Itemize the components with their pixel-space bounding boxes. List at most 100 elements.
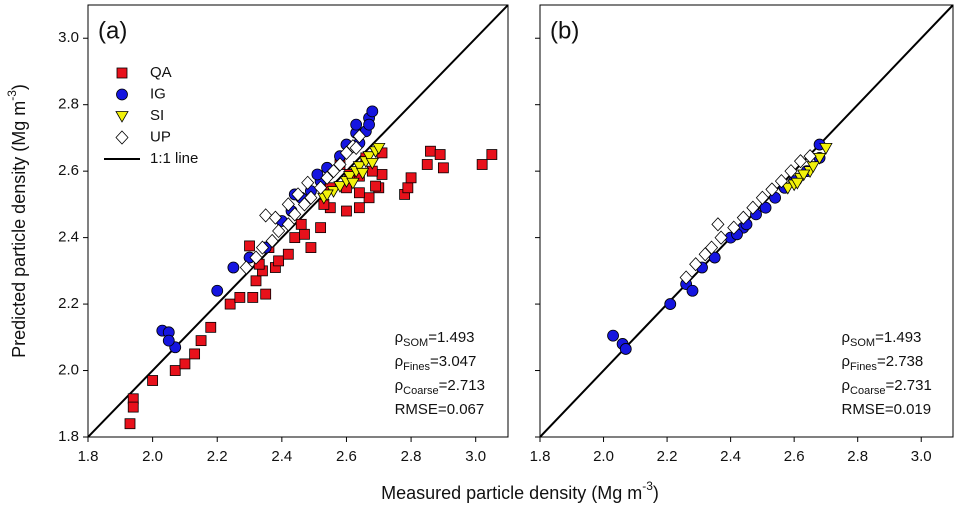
marker-square [370, 180, 381, 192]
marker-triangle [812, 152, 827, 165]
annotation-sub: Coarse [403, 385, 438, 397]
x-tick-label: 2.6 [336, 448, 357, 465]
y-tick-label: 2.2 [58, 295, 79, 312]
x-axis-label: Measured particle density (Mg m-3) [381, 479, 659, 503]
marker-diamond [301, 175, 315, 190]
marker-diamond [326, 164, 341, 179]
marker-diamond [765, 182, 779, 197]
x-label-sup: -3 [642, 479, 653, 493]
marker-triangle [806, 161, 820, 173]
annotation: ρFines=3.047 [395, 353, 477, 373]
y-tick-label: 2.6 [58, 162, 79, 179]
annotation-text: =2.731 [886, 377, 932, 394]
marker-square [476, 159, 488, 170]
marker-circle [366, 105, 379, 118]
annotation: RMSE=0.067 [395, 401, 485, 418]
annotation-text: =2.713 [439, 377, 485, 394]
marker-triangle [365, 157, 379, 170]
marker-square [295, 218, 307, 230]
annotation-symbol: ρ [841, 377, 850, 394]
marker-square [234, 292, 246, 303]
annotation-sub: Fines [850, 361, 877, 373]
marker-diamond [265, 233, 279, 249]
marker-circle [162, 334, 175, 347]
marker-square [195, 335, 207, 347]
marker-triangle [333, 181, 347, 193]
y-label-text: Predicted particle density (Mg m [9, 101, 29, 358]
marker-circle [759, 201, 772, 214]
x-tick-label: 1.8 [78, 448, 99, 465]
x-tick-label: 2.8 [401, 448, 422, 465]
annotation-sub: Coarse [850, 385, 885, 397]
marker-square [486, 149, 498, 160]
marker-diamond [304, 190, 318, 205]
panel-label: (a) [98, 17, 127, 44]
annotation-text: RMSE=0.019 [841, 401, 931, 418]
marker-triangle [320, 189, 334, 202]
x-tick-label: 1.8 [530, 448, 551, 465]
marker-square [315, 222, 327, 234]
marker-diamond [793, 154, 808, 169]
marker-square [205, 321, 217, 333]
marker-triangle [819, 142, 833, 155]
marker-circle [619, 343, 632, 355]
marker-diamond [255, 240, 270, 255]
marker-square [147, 375, 159, 386]
marker-square [260, 288, 272, 300]
marker-square [405, 172, 417, 184]
marker-square [402, 182, 414, 194]
marker-diamond [339, 145, 354, 160]
marker-diamond [281, 217, 295, 232]
annotation-sub: SOM [850, 337, 875, 349]
marker-square [116, 67, 128, 79]
marker-circle [664, 298, 677, 310]
marker-square [244, 240, 255, 252]
marker-square [189, 348, 201, 360]
marker-triangle [343, 171, 357, 183]
marker-square [421, 159, 433, 170]
annotation-text: =3.047 [430, 353, 476, 370]
marker-square [353, 202, 365, 214]
x-tick-label: 2.2 [207, 448, 228, 465]
marker-diamond [115, 130, 129, 145]
legend-label: UP [150, 128, 171, 145]
legend-label: IG [150, 85, 166, 102]
annotation-sub: Fines [403, 361, 430, 373]
marker-diamond [291, 187, 305, 202]
marker-square [179, 358, 191, 370]
marker-triangle [796, 169, 811, 182]
marker-diamond [320, 170, 334, 185]
y-tick-label: 2.8 [58, 96, 79, 113]
y-tick-label: 2.0 [58, 362, 79, 379]
marker-triangle [352, 161, 367, 173]
annotation: ρSOM=1.493 [395, 329, 475, 349]
marker-diamond [297, 197, 312, 212]
marker-square [299, 228, 310, 240]
marker-circle [607, 329, 619, 342]
plot-frame [87, 4, 509, 438]
marker-square [224, 298, 236, 310]
annotation: RMSE=0.019 [841, 401, 931, 418]
y-label-sup: -3 [5, 90, 19, 101]
marker-triangle [372, 142, 386, 155]
y-tick-label: 2.4 [58, 229, 79, 246]
marker-diamond [249, 250, 263, 265]
annotation-text: =1.493 [428, 329, 474, 346]
marker-square [289, 232, 301, 244]
annotation-text: RMSE=0.067 [395, 401, 485, 418]
marker-diamond [755, 190, 769, 205]
marker-diamond [268, 210, 282, 225]
marker-circle [363, 118, 375, 131]
marker-square [247, 292, 259, 303]
annotation-text: =2.738 [877, 353, 923, 370]
marker-triangle [115, 111, 129, 123]
y-tick-label: 3.0 [58, 29, 79, 46]
y-axis-label: Predicted particle density (Mg m-3) [5, 84, 29, 358]
marker-diamond [259, 208, 273, 223]
x-tick-label: 2.4 [271, 448, 292, 465]
marker-diamond [727, 220, 741, 235]
plot-area [540, 5, 953, 437]
legend-label: QA [150, 64, 172, 81]
marker-circle [311, 168, 324, 181]
